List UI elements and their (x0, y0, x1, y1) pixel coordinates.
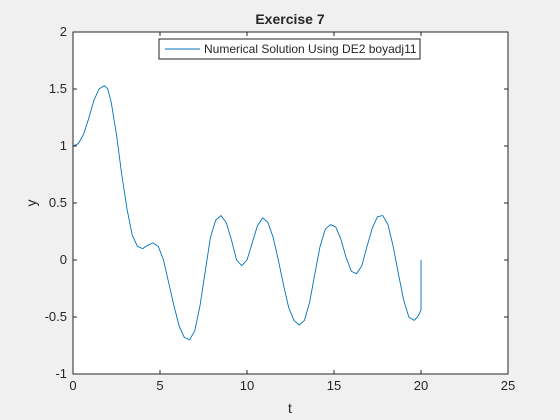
legend-box (158, 38, 421, 60)
axes-background (73, 32, 508, 374)
y-tick-label: 0.5 (49, 195, 67, 210)
y-tick-label: -1 (55, 366, 67, 381)
x-axis-label: t (288, 400, 292, 416)
x-tick-label: 25 (501, 378, 515, 393)
y-axis-label: y (23, 200, 39, 207)
legend: Numerical Solution Using DE2 boyadj11 (158, 38, 421, 60)
y-tick-label: 0 (60, 252, 67, 267)
x-axis: 0 5 10 15 20 25 (69, 32, 515, 393)
x-tick-label: 5 (156, 378, 163, 393)
x-tick-label: 10 (240, 378, 254, 393)
y-tick-label: 1.5 (49, 81, 67, 96)
chart-title: Exercise 7 (255, 11, 324, 27)
x-tick-label: 20 (414, 378, 428, 393)
series-line (72, 85, 422, 341)
y-axis: -1 -0.5 0 0.5 1 1.5 2 (45, 24, 508, 381)
x-tick-label: 0 (69, 378, 76, 393)
x-tick-label: 15 (327, 378, 341, 393)
y-tick-label: 1 (60, 138, 67, 153)
legend-entry-label: Numerical Solution Using DE2 boyadj11 (204, 42, 417, 56)
series-layer (72, 85, 422, 341)
y-tick-label: -0.5 (45, 309, 67, 324)
y-tick-label: 2 (60, 24, 67, 39)
